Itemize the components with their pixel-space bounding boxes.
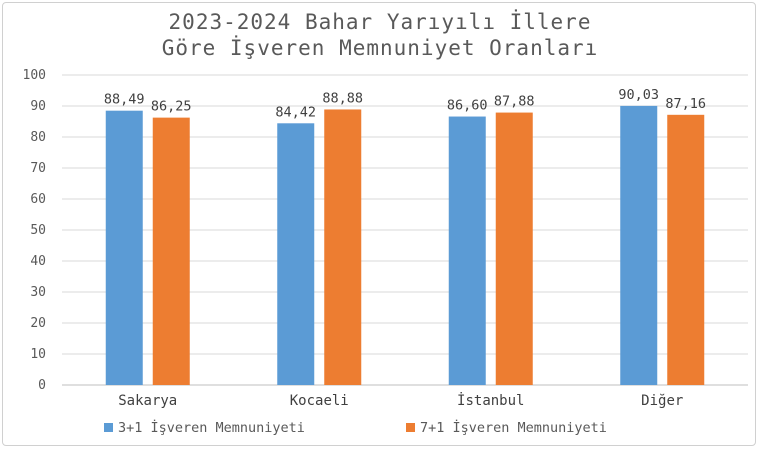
x-tick-label: Sakarya (118, 393, 177, 409)
legend-label: 7+1 İşveren Memnuniyeti (420, 418, 607, 436)
bar (620, 105, 658, 386)
legend-label: 3+1 İşveren Memnuniyeti (118, 418, 305, 436)
chart-title-line-1: 2023-2024 Bahar Yarıyılı İllere (169, 9, 592, 34)
data-label: 88,88 (322, 90, 363, 106)
data-label: 86,60 (447, 98, 488, 114)
x-axis: Sakarya Kocaeli İstanbul Diğer (118, 391, 683, 409)
y-axis: 0 10 20 30 40 50 60 70 80 90 100 (23, 68, 46, 393)
y-tick-label: 0 (38, 378, 46, 393)
data-label: 86,25 (151, 99, 192, 115)
x-tick-label: İstanbul (457, 391, 524, 409)
bar (152, 117, 190, 385)
bar (667, 114, 705, 385)
bar (448, 116, 486, 385)
data-label: 87,88 (494, 94, 535, 110)
legend-swatch (406, 423, 415, 432)
bar-series: 88,49 86,25 84,42 88,88 86,60 87,88 90,03 87,16 (104, 87, 706, 386)
y-tick-label: 20 (30, 316, 46, 331)
legend-swatch (104, 423, 113, 432)
data-label: 88,49 (104, 92, 145, 108)
y-tick-label: 100 (23, 68, 46, 83)
bar (277, 123, 315, 385)
y-tick-label: 40 (30, 254, 46, 269)
data-label: 84,42 (275, 104, 316, 120)
legend: 3+1 İşveren Memnuniyeti 7+1 İşveren Memnu… (104, 418, 607, 436)
y-tick-label: 80 (30, 130, 46, 145)
y-tick-label: 10 (30, 347, 46, 362)
y-tick-label: 70 (30, 161, 46, 176)
data-label: 90,03 (618, 87, 659, 103)
x-tick-label: Diğer (641, 393, 683, 409)
chart-title-line-2: Göre İşveren Memnuniyet Oranları (162, 35, 599, 60)
y-tick-label: 50 (30, 223, 46, 238)
bar (105, 110, 143, 385)
data-label: 87,16 (665, 96, 706, 112)
x-tick-label: Kocaeli (290, 393, 349, 409)
y-tick-label: 90 (30, 99, 46, 114)
bar (495, 112, 533, 386)
y-tick-label: 60 (30, 192, 46, 207)
y-tick-label: 30 (30, 285, 46, 300)
bar (324, 109, 362, 386)
